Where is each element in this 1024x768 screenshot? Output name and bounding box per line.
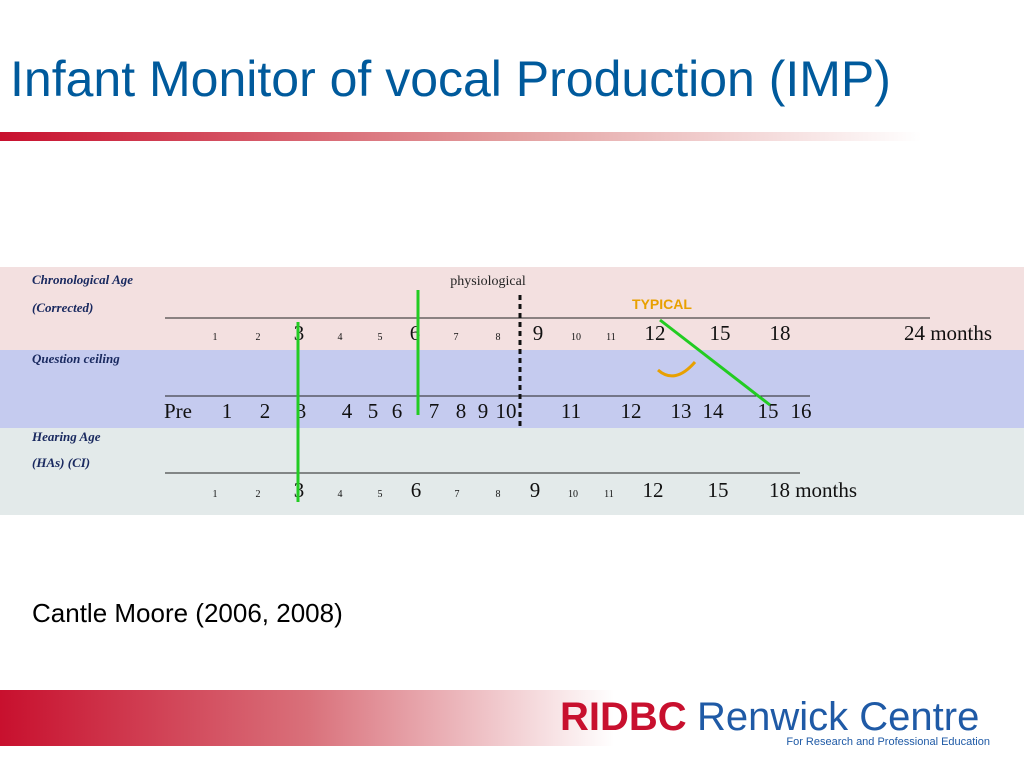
age-tick: 1: [213, 489, 218, 500]
age-tick: 24 months: [904, 321, 992, 345]
age-tick: 18 months: [769, 478, 857, 502]
age-tick: 8: [496, 489, 501, 500]
age-tick: 3: [296, 399, 307, 423]
physiological-label: physiological: [450, 274, 526, 289]
age-tick: 2: [256, 332, 261, 343]
row-label: Question ceiling: [32, 351, 120, 366]
age-tick: 8: [496, 332, 501, 343]
age-tick: 10: [568, 489, 578, 500]
slide-title: Infant Monitor of vocal Production (IMP): [10, 51, 891, 107]
age-tick: 6: [410, 321, 421, 345]
age-tick: 11: [606, 332, 616, 343]
logo-brand: RIDBC: [560, 695, 687, 739]
age-tick: 4: [342, 399, 353, 423]
age-tick: 5: [378, 332, 383, 343]
band-ceiling: [0, 350, 1024, 428]
age-tick: 4: [338, 332, 343, 343]
age-diagram: physiological TYPICAL Chronological Age (…: [0, 267, 1024, 515]
age-tick: 2: [260, 399, 271, 423]
age-tick: 4: [338, 489, 343, 500]
age-tick: 9: [478, 399, 489, 423]
age-tick: 6: [392, 399, 403, 423]
typical-label: TYPICAL: [632, 296, 692, 312]
logo-tagline: For Research and Professional Education: [786, 736, 990, 748]
age-tick: 13: [671, 399, 692, 423]
age-tick: 12: [645, 321, 666, 345]
row-label: Hearing Age: [31, 429, 101, 444]
logo-name: Renwick Centre: [697, 695, 979, 739]
age-tick: 12: [643, 478, 664, 502]
age-tick: 8: [456, 399, 467, 423]
age-tick: 5: [378, 489, 383, 500]
age-tick: 15: [710, 321, 731, 345]
age-tick: 9: [533, 321, 544, 345]
row-label: (Corrected): [32, 300, 93, 315]
band-chronological: [0, 267, 1024, 350]
age-tick: 16: [791, 399, 812, 423]
age-tick: 9: [530, 478, 541, 502]
row-label: (HAs) (CI): [32, 455, 90, 470]
age-tick: 7: [429, 399, 440, 423]
age-tick: Pre: [164, 399, 192, 423]
age-tick: 15: [758, 399, 779, 423]
age-tick: 6: [411, 478, 422, 502]
age-tick: 5: [368, 399, 379, 423]
age-tick: 7: [455, 489, 460, 500]
citation: Cantle Moore (2006, 2008): [32, 598, 343, 628]
row-label: Chronological Age: [32, 272, 133, 287]
age-tick: 18: [770, 321, 791, 345]
age-tick: 11: [604, 489, 614, 500]
age-tick: 7: [454, 332, 459, 343]
age-tick: 2: [256, 489, 261, 500]
annotation-arc: [657, 361, 697, 378]
age-tick: 10: [571, 332, 581, 343]
age-tick: 10: [496, 399, 517, 423]
age-tick: 1: [213, 332, 218, 343]
age-tick: 11: [561, 399, 581, 423]
age-tick: 15: [708, 478, 729, 502]
annotation-line: [659, 318, 771, 407]
age-tick: 14: [703, 399, 725, 423]
band-hearing: [0, 428, 1024, 515]
age-tick: 12: [621, 399, 642, 423]
footer-bar: [0, 690, 1024, 746]
title-rule: [0, 132, 1024, 141]
age-tick: 1: [222, 399, 233, 423]
